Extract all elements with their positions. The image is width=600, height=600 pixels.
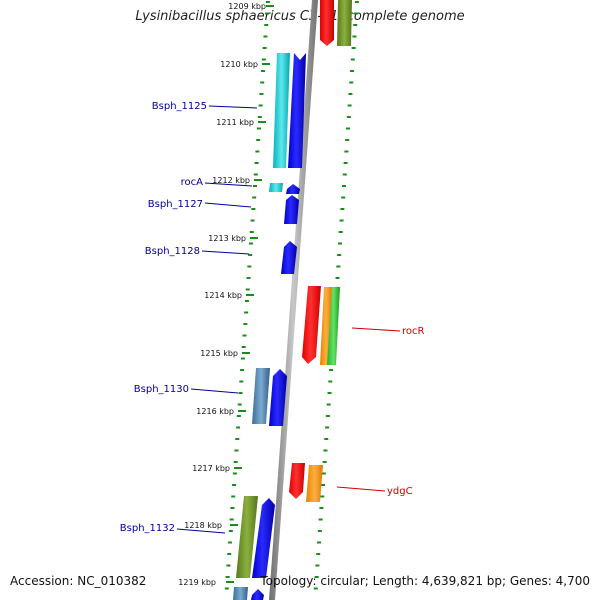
kbp-label: 1211 kbp bbox=[216, 118, 254, 127]
label-bsph-1130[interactable]: Bsph_1130 bbox=[134, 384, 189, 395]
label-bsph-1132[interactable]: Bsph_1132 bbox=[120, 523, 175, 534]
kbp-label: 1209 kbp bbox=[228, 2, 266, 11]
gene-red-top[interactable] bbox=[320, 0, 334, 46]
label-ydgc[interactable]: ydgC bbox=[387, 486, 413, 497]
genes-forward bbox=[233, 53, 306, 600]
label-leaders bbox=[176, 105, 401, 534]
leader-roca bbox=[204, 182, 253, 187]
gene-blue-1128[interactable] bbox=[281, 241, 297, 274]
kbp-major-ticks bbox=[226, 5, 274, 583]
kbp-labels: 1209 kbp 1210 kbp 1211 kbp 1212 kbp 1213… bbox=[178, 2, 266, 587]
leader-ydgc bbox=[336, 486, 386, 492]
topology-summary: Topology: circular; Length: 4,639,821 bp… bbox=[260, 574, 590, 588]
leader-bsph-1130 bbox=[190, 388, 239, 394]
kbp-label: 1216 kbp bbox=[196, 407, 234, 416]
leader-bsph-1132 bbox=[176, 528, 226, 534]
gene-red-rocr[interactable] bbox=[302, 286, 321, 364]
gene-cyan-1125[interactable] bbox=[273, 53, 290, 168]
label-bsph-1125[interactable]: Bsph_1125 bbox=[152, 101, 207, 112]
tick-ring-left bbox=[224, 1, 270, 590]
kbp-label: 1213 kbp bbox=[208, 234, 246, 243]
gene-cyan-roca[interactable] bbox=[269, 183, 283, 192]
kbp-label: 1217 kbp bbox=[192, 464, 230, 473]
backbone-ring bbox=[269, 0, 318, 600]
gene-blue-roca[interactable] bbox=[286, 184, 300, 194]
map-title: Lysinibacillus sphaericus C3-41, complet… bbox=[135, 9, 465, 24]
leader-bsph-1125 bbox=[208, 105, 258, 109]
gene-blue-1127[interactable] bbox=[284, 195, 299, 224]
leader-bsph-1128 bbox=[201, 250, 250, 255]
kbp-label: 1210 kbp bbox=[220, 60, 258, 69]
label-bsph-1128[interactable]: Bsph_1128 bbox=[145, 246, 200, 257]
accession-text: Accession: NC_010382 bbox=[10, 574, 147, 588]
label-bsph-1127[interactable]: Bsph_1127 bbox=[148, 199, 203, 210]
kbp-label: 1218 kbp bbox=[184, 521, 222, 530]
leader-rocr bbox=[351, 327, 401, 332]
kbp-label: 1215 kbp bbox=[200, 349, 238, 358]
leader-bsph-1127 bbox=[204, 202, 252, 208]
genes-reverse bbox=[289, 0, 352, 502]
gene-blue-1130[interactable] bbox=[269, 369, 287, 426]
kbp-label: 1212 kbp bbox=[212, 176, 250, 185]
gene-blue-1125[interactable] bbox=[288, 53, 306, 168]
backbone-strip bbox=[269, 0, 318, 600]
gene-olive-1132[interactable] bbox=[236, 496, 258, 578]
gene-orange-ydgc[interactable] bbox=[306, 465, 323, 502]
gene-green-rocr[interactable] bbox=[327, 287, 340, 365]
gene-blue-1132[interactable] bbox=[252, 498, 275, 578]
label-rocr[interactable]: rocR bbox=[402, 326, 425, 337]
gene-labels: Bsph_1125 rocA Bsph_1127 Bsph_1128 rocR … bbox=[120, 101, 425, 534]
gene-blue-bottom[interactable] bbox=[251, 589, 264, 600]
kbp-label: 1214 kbp bbox=[204, 291, 242, 300]
gene-steel-1130[interactable] bbox=[252, 368, 270, 424]
label-roca[interactable]: rocA bbox=[181, 177, 204, 188]
gene-steel-bottom[interactable] bbox=[233, 587, 248, 600]
gene-red-ydgc[interactable] bbox=[289, 463, 305, 499]
kbp-label: 1219 kbp bbox=[178, 578, 216, 587]
gene-olive-top[interactable] bbox=[337, 0, 352, 46]
